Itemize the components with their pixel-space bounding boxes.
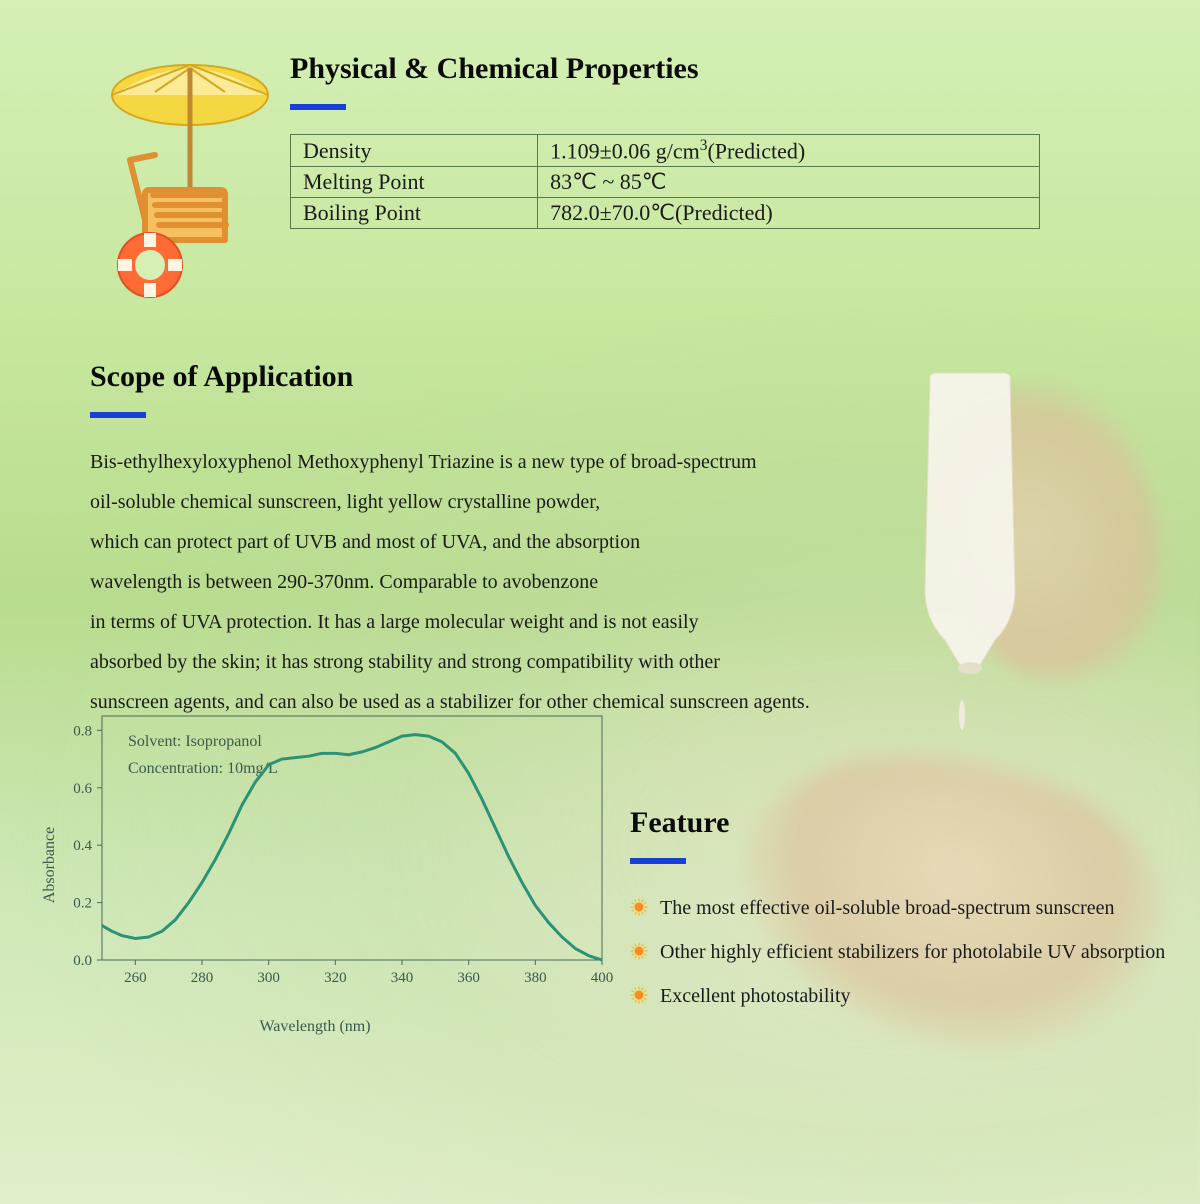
lotion-bottle-illustration [880, 370, 1060, 690]
properties-section: Physical & Chemical Properties Density1.… [290, 52, 1040, 229]
feature-list: The most effective oil-soluble broad-spe… [630, 888, 1190, 1016]
feature-item-text: The most effective oil-soluble broad-spe… [660, 897, 1114, 919]
feature-underline [630, 858, 686, 864]
feature-title: Feature [630, 806, 1190, 840]
feature-item-text: Excellent photostability [660, 985, 851, 1007]
sun-bullet-icon [630, 898, 648, 916]
table-row: Boiling Point782.0±70.0℃(Predicted) [291, 198, 1040, 229]
feature-item: Excellent photostability [630, 976, 1190, 1016]
feature-item: The most effective oil-soluble broad-spe… [630, 888, 1190, 928]
beach-chair-icon [95, 40, 285, 300]
svg-text:0.0: 0.0 [73, 953, 92, 969]
property-label: Melting Point [291, 167, 538, 198]
property-label: Boiling Point [291, 198, 538, 229]
sun-bullet-icon [630, 986, 648, 1004]
table-row: Density1.109±0.06 g/cm3(Predicted) [291, 135, 1040, 167]
feature-section: Feature The most effective oil-soluble b… [630, 806, 1190, 1020]
svg-text:0.2: 0.2 [73, 896, 92, 912]
feature-item-text: Other highly efficient stabilizers for p… [660, 941, 1165, 963]
svg-text:380: 380 [524, 970, 547, 986]
table-row: Melting Point83℃ ~ 85℃ [291, 167, 1040, 198]
svg-text:0.4: 0.4 [73, 838, 92, 854]
scope-underline [90, 412, 146, 418]
lotion-drop [959, 700, 965, 730]
property-value: 782.0±70.0℃(Predicted) [538, 198, 1040, 229]
svg-text:320: 320 [324, 970, 347, 986]
svg-text:280: 280 [191, 970, 214, 986]
properties-underline [290, 104, 346, 110]
scope-section: Scope of Application Bis-ethylhexyloxyph… [90, 360, 850, 722]
chart-xlabel: Wavelength (nm) [259, 1018, 370, 1036]
property-label: Density [291, 135, 538, 167]
property-value: 1.109±0.06 g/cm3(Predicted) [538, 135, 1040, 167]
scope-body: Bis-ethylhexyloxyphenol Methoxyphenyl Tr… [90, 442, 850, 722]
feature-item: Other highly efficient stabilizers for p… [630, 932, 1190, 972]
properties-table: Density1.109±0.06 g/cm3(Predicted)Meltin… [290, 134, 1040, 229]
svg-text:0.8: 0.8 [73, 723, 92, 739]
sun-bullet-icon [630, 942, 648, 960]
svg-text:0.6: 0.6 [73, 781, 92, 797]
absorbance-chart: Absorbance Solvent: Isopropanol Concentr… [10, 700, 620, 1030]
svg-text:260: 260 [124, 970, 147, 986]
chart-svg: 0.0 0.2 0.4 0.6 0.8 260 280 300 320 340 360 380 400 [52, 700, 622, 1000]
properties-title: Physical & Chemical Properties [290, 52, 1040, 86]
svg-text:300: 300 [257, 970, 280, 986]
property-value: 83℃ ~ 85℃ [538, 167, 1040, 198]
svg-text:340: 340 [391, 970, 414, 986]
svg-text:400: 400 [591, 970, 614, 986]
svg-text:360: 360 [457, 970, 480, 986]
scope-title: Scope of Application [90, 360, 850, 394]
